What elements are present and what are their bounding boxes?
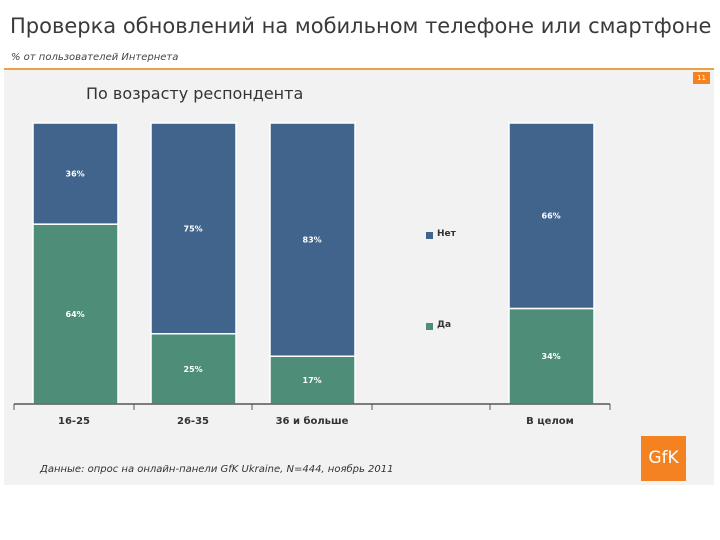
legend-label-da: Да	[437, 320, 452, 330]
x-tick-label: 26-35	[177, 416, 209, 427]
gfk-logo: GfK	[641, 436, 686, 481]
x-tick-label: 36 и больше	[276, 415, 349, 427]
bar-value-label: 75%	[184, 224, 203, 233]
page-number-badge: 11	[693, 72, 710, 84]
bar-value-label: 34%	[542, 352, 561, 361]
bar-segment	[269, 355, 356, 405]
x-tick-label: В целом	[526, 416, 574, 427]
bar-value-label: 36%	[66, 170, 85, 179]
bar-value-label: 64%	[66, 310, 85, 319]
page-subtitle: % от пользователей Интернета	[11, 52, 179, 63]
page-title: Проверка обновлений на мобильном телефон…	[10, 14, 712, 38]
data-source-note: Данные: опрос на онлайн-панели GfK Ukrai…	[40, 464, 394, 475]
bar-segment	[508, 307, 595, 405]
bar-value-label: 83%	[303, 236, 322, 245]
chart-panel	[4, 70, 714, 485]
x-tick-label: 16-25	[58, 416, 90, 427]
bar-value-label: 17%	[303, 376, 322, 385]
chart-title: По возрасту респондента	[86, 84, 304, 103]
legend-swatch-net	[426, 232, 433, 239]
bar-segment	[508, 122, 595, 310]
bar-value-label: 25%	[184, 365, 203, 374]
bar-segment	[269, 122, 356, 357]
bar-value-label: 66%	[542, 212, 561, 221]
legend-label-net: Нет	[437, 229, 456, 239]
bar-segment	[32, 122, 119, 225]
bar-segment	[32, 223, 119, 405]
legend-swatch-da	[426, 323, 433, 330]
bar-segment	[150, 122, 237, 335]
header-divider	[4, 68, 714, 70]
